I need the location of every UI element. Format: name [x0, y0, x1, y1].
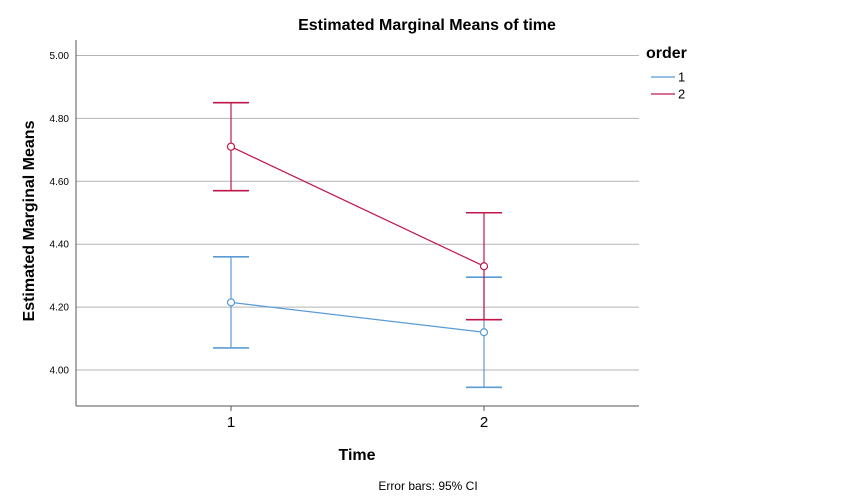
y-tick-label: 4.20 [50, 303, 70, 314]
y-axis-title: Estimated Marginal Means [21, 120, 38, 321]
series-2 [213, 101, 502, 321]
series-1 [213, 255, 502, 389]
axes [75, 40, 639, 407]
chart-title: Estimated Marginal Means of time [298, 17, 556, 34]
legend-label-1: 1 [678, 70, 685, 85]
y-tick-label: 4.40 [50, 240, 70, 251]
footnote: Error bars: 95% CI [378, 479, 477, 493]
data-point [479, 262, 489, 271]
legend: order 1 2 [646, 45, 687, 102]
data-point [479, 328, 489, 337]
series-line [230, 301, 485, 333]
y-tick-label: 4.00 [50, 366, 70, 377]
data-point [226, 142, 236, 151]
legend-label-2: 2 [678, 87, 685, 102]
legend-title: order [646, 45, 687, 62]
series-line [230, 146, 485, 267]
y-tick-label: 4.60 [50, 177, 70, 188]
x-tick-label: 1 [227, 414, 235, 431]
x-tick-label: 2 [480, 414, 488, 431]
series-group [213, 101, 502, 389]
x-axis-title: Time [338, 447, 375, 464]
y-ticks: 4.00 4.20 4.40 4.60 4.80 5.00 [50, 51, 70, 377]
y-tick-label: 4.80 [50, 114, 70, 125]
data-point [226, 298, 236, 307]
y-tick-label: 5.00 [50, 51, 70, 62]
grid [76, 55, 639, 371]
